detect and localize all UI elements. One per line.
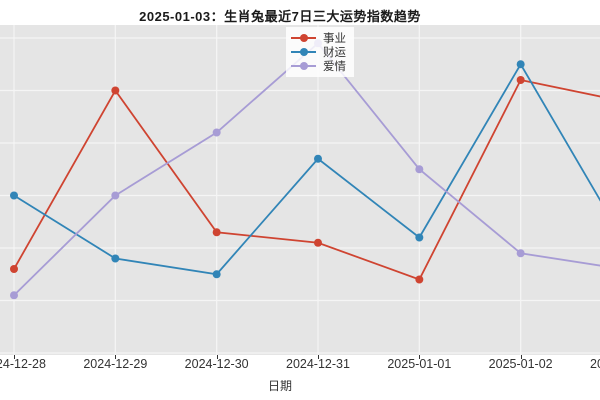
x-axis-label: 日期	[267, 379, 292, 393]
x-tick-label: 2025-01-02	[488, 357, 553, 371]
legend-item-love: 爱情	[291, 59, 346, 73]
x-tick-label: 2025-01-01	[387, 357, 452, 371]
legend-item-career: 事业	[291, 31, 346, 45]
legend-label-love: 爱情	[323, 61, 346, 73]
x-tick-mark	[14, 355, 15, 359]
x-tick-label: 2024-12-28	[0, 357, 46, 371]
wealth-line-marker-icon	[291, 48, 316, 56]
x-tick-label: 2025-01-03	[590, 357, 600, 371]
career-line-marker-icon	[291, 34, 316, 42]
x-tick-label: 2024-12-31	[286, 357, 350, 371]
chart-title: 2025-01-03：生肖兔最近7日三大运势指数趋势	[139, 9, 421, 24]
legend-label-wealth: 财运	[323, 47, 346, 59]
x-tick-label: 2024-12-29	[83, 357, 148, 371]
line-chart-canvas	[0, 25, 600, 355]
x-tick-mark	[115, 355, 117, 359]
x-tick-mark	[216, 355, 218, 359]
x-tick-mark	[419, 355, 421, 359]
x-tick-mark	[520, 355, 522, 359]
legend-item-wealth: 财运	[291, 45, 346, 59]
x-tick-mark	[317, 355, 319, 359]
love-line-marker-icon	[291, 62, 316, 70]
x-tick-label: 2024-12-30	[184, 357, 249, 371]
plot-area	[0, 25, 600, 355]
legend: 事业 财运 爱情	[286, 27, 354, 77]
legend-label-career: 事业	[323, 33, 346, 45]
